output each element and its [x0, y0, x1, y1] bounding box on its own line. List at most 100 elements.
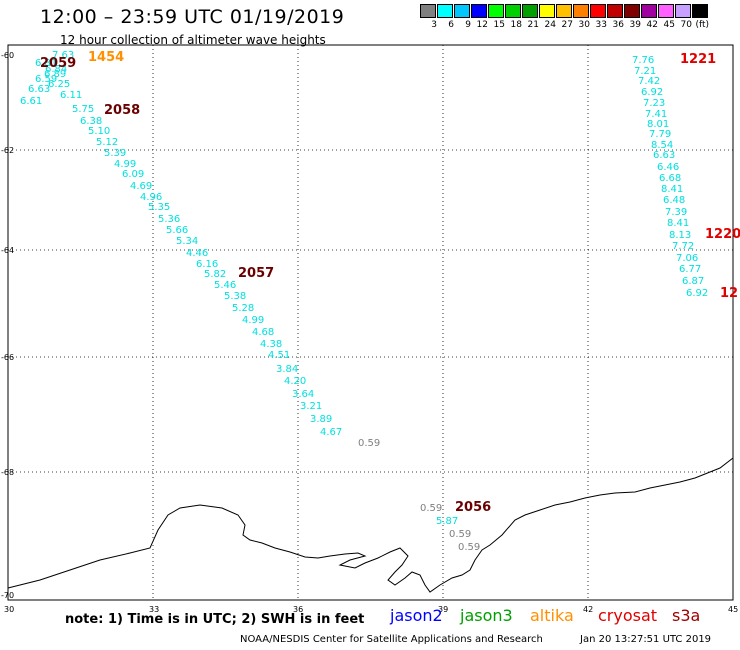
lat-label-68: -68 [1, 468, 14, 477]
legend-swatch [555, 4, 573, 18]
wave-height-value: 4.38 [260, 339, 282, 350]
lon-label-33: 33 [149, 605, 159, 614]
satellite-cryosat: cryosat [598, 606, 658, 625]
time-label-1220: 1220 [705, 227, 740, 242]
lon-label-30: 30 [4, 605, 14, 614]
legend-swatch [487, 4, 505, 18]
time-label-1221: 1221 [680, 52, 716, 67]
legend-label: 12 [476, 20, 488, 30]
wave-height-value: 0.59 [358, 438, 380, 449]
wave-height-value: 6.46 [657, 162, 679, 173]
wave-height-value: 6.92 [686, 288, 708, 299]
legend-label: 6 [448, 20, 454, 30]
wave-height-value: 0.59 [420, 503, 442, 514]
wave-height-value: 4.69 [130, 181, 152, 192]
wave-height-value: 8.54 [651, 140, 673, 151]
color-legend: 3 6 9 12 15 18 21 24 27 30 33 36 39 42 45 70 (ft) [420, 4, 709, 30]
wave-height-value: 6.61 [20, 96, 42, 107]
lat-label-64: -64 [1, 246, 14, 255]
wave-height-value: 7.79 [649, 129, 671, 140]
time-label-12: 12 [720, 286, 738, 301]
wave-height-value: 4.67 [320, 427, 342, 438]
wave-height-value: 4.46 [186, 248, 208, 259]
wave-height-value: 6.38 [80, 116, 102, 127]
legend-swatch [521, 4, 539, 18]
wave-height-value: 5.66 [166, 225, 188, 236]
legend-label: 3 [431, 20, 437, 30]
wave-height-value: 3.64 [292, 389, 314, 400]
wave-height-value: 4.20 [284, 376, 306, 387]
lat-label-60: -60 [1, 51, 14, 60]
time-labels: 1454 2059 2058 2057 2056 1221 1220 12 [40, 50, 740, 515]
satellite-jason3: jason3 [460, 606, 513, 625]
time-label-2058: 2058 [104, 103, 140, 118]
wave-height-value: 6.25 [48, 79, 70, 90]
wave-height-value: 6.63 [653, 150, 675, 161]
wave-height-value: 5.34 [176, 236, 198, 247]
legend-labels: 3 6 9 12 15 18 21 24 27 30 33 36 39 42 45 70 (ft) [420, 20, 709, 30]
wave-height-value: 3.89 [310, 414, 332, 425]
lon-label-42: 42 [583, 605, 593, 614]
wave-height-value: 5.36 [158, 214, 180, 225]
legend-swatch [623, 4, 640, 18]
wave-height-value: 6.92 [641, 87, 663, 98]
legend-swatch [436, 4, 454, 18]
wave-height-value: 6.77 [679, 264, 701, 275]
credit-line: NOAA/NESDIS Center for Satellite Applica… [240, 634, 543, 645]
legend-label: 33 [595, 20, 607, 30]
wave-height-value: 4.68 [252, 327, 274, 338]
wave-height-value: 5.75 [72, 104, 94, 115]
chart-title: 12:00 – 23:59 UTC 01/19/2019 [40, 6, 345, 28]
wave-height-value: 7.21 [634, 66, 656, 77]
legend-swatches [420, 4, 709, 18]
legend-label: 24 [544, 20, 556, 30]
wave-height-value: 0.59 [458, 542, 480, 553]
wave-height-value: 3.21 [300, 401, 322, 412]
wave-height-value: 4.99 [242, 315, 264, 326]
lon-label-36: 36 [293, 605, 303, 614]
wave-height-value: 7.72 [672, 241, 694, 252]
wave-height-value: 4.96 [140, 192, 162, 203]
wave-height-value: 5.28 [232, 303, 254, 314]
time-label-2057: 2057 [238, 266, 274, 281]
time-label-2059: 2059 [40, 56, 76, 71]
lat-label-62: -62 [1, 146, 14, 155]
time-label-1454: 1454 [88, 50, 124, 65]
wave-height-value: 6.89 [44, 69, 66, 80]
legend-swatch [538, 4, 556, 18]
wave-height-value: 8.41 [667, 218, 689, 229]
legend-label: 39 [629, 20, 641, 30]
legend-swatch [674, 4, 691, 18]
wave-height-value: 8.01 [647, 119, 669, 130]
wave-height-value: 6.63 [28, 84, 50, 95]
legend-swatch [657, 4, 674, 18]
wave-height-value: 5.87 [436, 516, 458, 527]
lat-labels: -60 -62 -64 -66 -68 -70 [1, 51, 14, 600]
wave-height-value: 4.51 [268, 350, 290, 361]
wave-height-value: 4.99 [114, 159, 136, 170]
wave-height-value: 6.48 [663, 195, 685, 206]
wave-height-value: 7.42 [638, 76, 660, 87]
lat-label-70: -70 [1, 591, 14, 600]
time-label-2056: 2056 [455, 500, 491, 515]
wave-height-value: 5.82 [204, 269, 226, 280]
footer-note: note: 1) Time is in UTC; 2) SWH is in fe… [65, 612, 365, 627]
wave-height-value: 5.39 [104, 148, 126, 159]
east-track-values: 7.767.217.426.927.237.418.017.798.546.63… [632, 55, 708, 299]
wave-height-value: 6.84 [45, 64, 67, 75]
legend-swatch [470, 4, 488, 18]
west-track-values: 7.636.816.846.896.596.256.63 6.11 6.61 5.75… [20, 50, 380, 449]
wave-height-value: 6.16 [196, 259, 218, 270]
legend-swatch [691, 4, 708, 18]
wave-height-value: 6.68 [659, 173, 681, 184]
legend-label: 9 [465, 20, 471, 30]
legend-swatch [420, 4, 437, 18]
lon-labels: 30 33 36 39 42 45 [4, 605, 738, 614]
wave-height-value: 6.87 [682, 276, 704, 287]
legend-swatch [572, 4, 590, 18]
wave-height-value: 0.59 [449, 529, 471, 540]
antarctic-coastline [7, 457, 734, 593]
wave-height-value: 8.13 [669, 230, 691, 241]
wave-height-value: 5.12 [96, 137, 118, 148]
